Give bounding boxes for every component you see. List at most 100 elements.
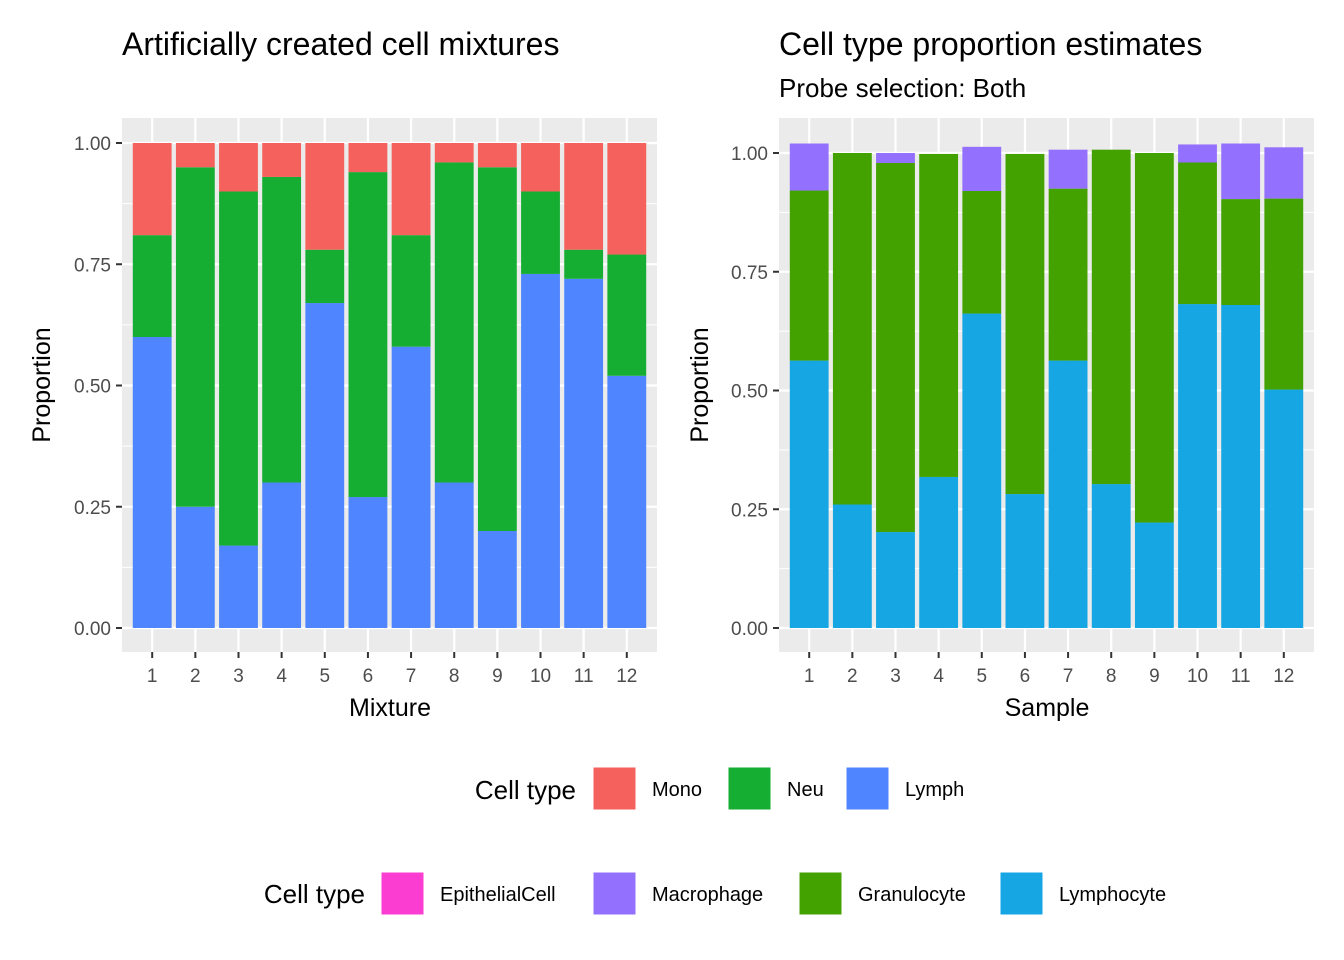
x-tick-label: 8 xyxy=(1106,666,1117,687)
bar-segment-lymph xyxy=(348,497,388,628)
bar-segment-lymphocyte xyxy=(1264,389,1304,628)
legend-estimate-cell-types: Cell type EpithelialCell Macrophage Granul… xyxy=(264,871,1166,916)
y-tick-label: 0.25 xyxy=(731,500,768,521)
legend-label-lymphocyte: Lymphocyte xyxy=(1059,884,1166,906)
bar-segment-lymph xyxy=(564,278,604,628)
bar-segment-lymphocyte xyxy=(1091,484,1131,628)
bar-segment-neu xyxy=(132,235,172,337)
x-tick-label: 3 xyxy=(890,666,901,687)
bar-segment-granulocyte xyxy=(919,153,959,477)
legend-label-lymph: Lymph xyxy=(905,779,964,801)
legend-label-granulocyte: Granulocyte xyxy=(858,884,966,906)
x-tick-label: 3 xyxy=(233,666,244,687)
bar-segment-lymph xyxy=(434,482,474,628)
bar-segment-neu xyxy=(564,249,604,279)
x-tick-label: 11 xyxy=(1231,666,1251,687)
bar-segment-neu xyxy=(391,235,431,347)
bar-segment-lymph xyxy=(305,303,345,628)
x-tick-label: 12 xyxy=(1273,666,1294,687)
bar-segment-mono xyxy=(175,143,215,168)
bar-segment-lymph xyxy=(262,482,302,628)
bar-segment-neu xyxy=(607,254,647,376)
x-tick-label: 2 xyxy=(847,666,858,687)
right-plot-panel: 0.000.250.500.751.001 2 3 4 5 6 7 8 9 10 11 12 xyxy=(731,118,1314,687)
bar-segment-neu xyxy=(521,191,560,274)
legend-swatch-mono xyxy=(592,766,637,811)
x-tick-label: 4 xyxy=(933,666,944,687)
bar-segment-granulocyte xyxy=(1048,188,1088,361)
x-tick-label: 1 xyxy=(804,666,815,687)
bar-segment-mono xyxy=(434,143,474,163)
bar-segment-neu xyxy=(434,162,474,483)
bar-segment-lymphocyte xyxy=(1221,305,1261,628)
bar-segment-lymph xyxy=(477,531,517,628)
y-tick-label: 0.50 xyxy=(74,377,111,398)
left-x-axis-label: Mixture xyxy=(349,694,431,722)
bar-segment-macrophage xyxy=(1178,144,1217,163)
x-tick-label: 7 xyxy=(406,666,417,687)
y-tick-label: 0.75 xyxy=(731,263,768,284)
x-tick-label: 8 xyxy=(449,666,460,687)
bar-segment-mono xyxy=(219,143,258,192)
legend-title: Cell type xyxy=(475,775,576,805)
right-chart-title: Cell type proportion estimates xyxy=(779,26,1202,62)
legend-label-macrophage: Macrophage xyxy=(652,884,763,906)
bar-segment-lymphocyte xyxy=(919,476,959,628)
bar-segment-neu xyxy=(305,249,345,304)
bar-segment-lymphocyte xyxy=(832,504,872,628)
x-tick-label: 6 xyxy=(1020,666,1031,687)
right-x-axis-label: Sample xyxy=(1005,694,1090,722)
legend-swatch-macrophage xyxy=(592,871,637,916)
bar-segment-lymphocyte xyxy=(962,313,1002,628)
bar-segment-mono xyxy=(305,143,345,250)
bar-segment-mono xyxy=(477,143,517,168)
y-tick-label: 0.00 xyxy=(731,619,768,640)
right-y-axis-label: Proportion xyxy=(686,327,714,442)
bar-segment-mono xyxy=(607,143,647,255)
legend-label-epithelialcell: EpithelialCell xyxy=(440,884,556,906)
bar-segment-neu xyxy=(175,167,215,507)
legend-swatch-granulocyte xyxy=(798,871,843,916)
bar-segment-granulocyte xyxy=(1178,162,1217,305)
bar-segment-lymph xyxy=(219,545,258,628)
legend-mixture-cell-types: Cell type Mono Neu Lymph xyxy=(475,766,964,811)
legend-swatch-lymph xyxy=(845,766,890,811)
x-tick-label: 10 xyxy=(1187,666,1208,687)
x-tick-label: 10 xyxy=(530,666,551,687)
legend-label-mono: Mono xyxy=(652,779,702,801)
bar-segment-granulocyte xyxy=(1264,198,1304,390)
bar-segment-mono xyxy=(391,143,431,236)
bar-segment-macrophage xyxy=(789,143,829,191)
legend-swatch-lymphocyte xyxy=(999,871,1044,916)
bar-segment-lymph xyxy=(607,375,647,628)
y-tick-label: 0.00 xyxy=(74,619,111,640)
x-tick-label: 4 xyxy=(276,666,287,687)
x-tick-label: 9 xyxy=(1149,666,1160,687)
legend-label-neu: Neu xyxy=(787,779,824,801)
x-tick-label: 5 xyxy=(976,666,987,687)
left-y-axis-label: Proportion xyxy=(28,327,56,442)
bar-segment-granulocyte xyxy=(1091,149,1131,485)
bar-segment-lymph xyxy=(391,346,431,628)
bar-segment-lymph xyxy=(175,506,215,628)
bar-segment-neu xyxy=(262,176,302,483)
x-tick-label: 12 xyxy=(616,666,637,687)
bar-segment-granulocyte xyxy=(789,190,829,361)
bar-segment-granulocyte xyxy=(1005,153,1045,495)
bar-segment-lymph xyxy=(521,273,560,628)
bar-segment-macrophage xyxy=(1264,147,1304,199)
bar-segment-lymph xyxy=(132,337,172,628)
x-tick-label: 9 xyxy=(492,666,503,687)
bar-segment-lymphocyte xyxy=(1048,360,1088,628)
bar-segment-lymphocyte xyxy=(1134,522,1174,628)
bar-segment-granulocyte xyxy=(962,191,1002,314)
bar-segment-granulocyte xyxy=(1221,199,1261,305)
right-chart-subtitle: Probe selection: Both xyxy=(779,73,1026,103)
x-tick-label: 6 xyxy=(363,666,374,687)
bar-segment-macrophage xyxy=(876,153,915,163)
left-chart-title: Artificially created cell mixtures xyxy=(122,26,559,62)
bar-segment-mono xyxy=(262,143,302,177)
bar-segment-granulocyte xyxy=(1134,153,1174,523)
y-tick-label: 1.00 xyxy=(731,144,768,165)
